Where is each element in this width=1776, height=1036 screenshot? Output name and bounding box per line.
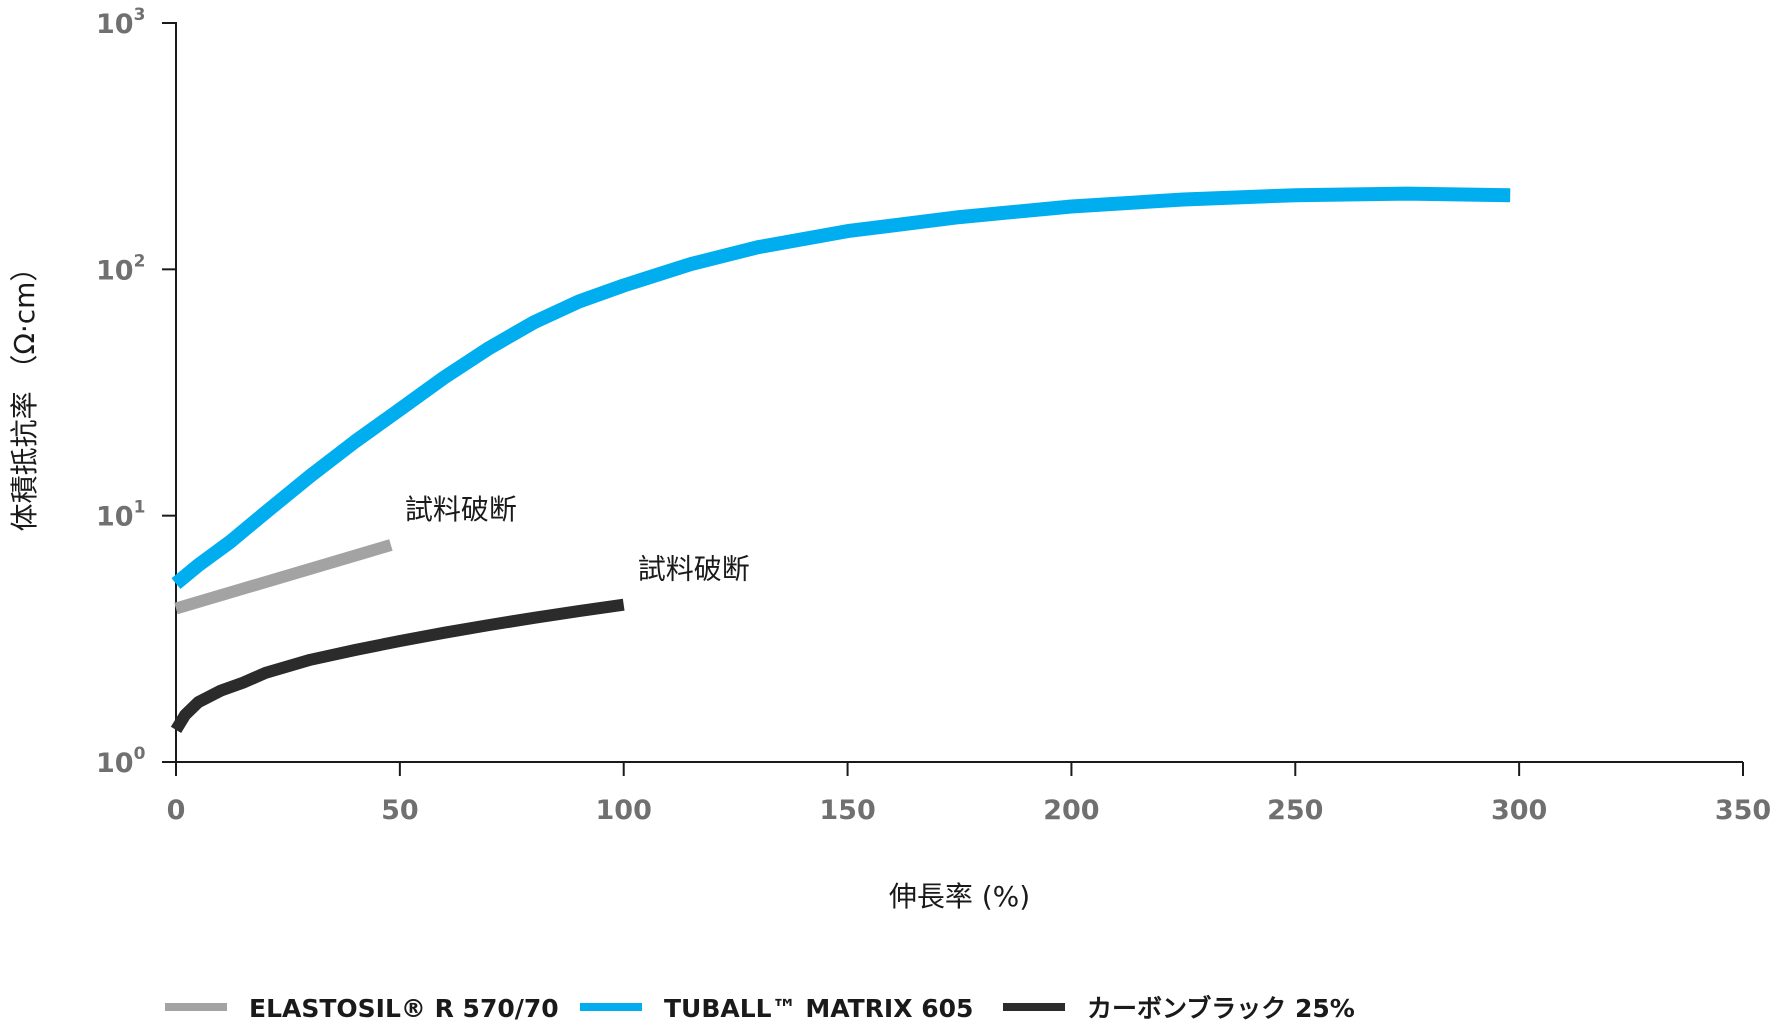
axes [175, 22, 1743, 763]
annotation-elastosil-break: 試料破断 [405, 493, 517, 526]
x-tick-label: 350 [1715, 795, 1771, 826]
legend: ELASTOSIL® R 570/70 TUBALL™ MATRIX 605 カーボ… [165, 994, 1355, 1023]
y-tick-base: 10 [96, 9, 134, 40]
x-tick-label: 300 [1491, 795, 1547, 826]
x-tick-label: 0 [167, 795, 186, 826]
y-tick-exponent: 2 [134, 251, 146, 271]
legend-label-0: ELASTOSIL® R 570/70 [249, 994, 559, 1023]
y-tick-base: 10 [96, 255, 134, 286]
y-tick-exponent: 3 [134, 5, 146, 25]
y-tick-exponent: 1 [134, 498, 146, 518]
x-axis-ticks: 0 50 100 150 200 250 300 350 [167, 762, 1771, 826]
x-tick-label: 200 [1043, 795, 1099, 826]
annotations: 試料破断 試料破断 [405, 493, 750, 586]
y-axis-title: 体積抵抗率 （Ω·cm） [8, 254, 41, 532]
x-tick-label: 250 [1267, 795, 1323, 826]
y-tick-label: 103 [96, 5, 145, 40]
y-tick-base: 10 [96, 502, 134, 533]
series-line-2 [170, 598, 625, 734]
x-tick-label: 150 [819, 795, 875, 826]
y-tick-base: 10 [96, 748, 134, 779]
legend-label-1: TUBALL™ MATRIX 605 [664, 994, 973, 1023]
y-tick-exponent: 0 [134, 744, 146, 764]
x-tick-label: 100 [596, 795, 652, 826]
y-tick-label: 100 [96, 744, 146, 779]
x-axis-title: 伸長率 (%) [889, 880, 1030, 913]
series-lines [170, 186, 1511, 734]
series-line-0 [174, 539, 393, 615]
legend-label-2: カーボンブラック 25% [1087, 994, 1355, 1023]
y-tick-label: 102 [96, 251, 145, 286]
y-tick-label: 101 [96, 498, 145, 533]
annotation-carbon-black-break: 試料破断 [638, 553, 750, 586]
series-line-1 [171, 186, 1511, 589]
x-tick-label: 50 [381, 795, 419, 826]
